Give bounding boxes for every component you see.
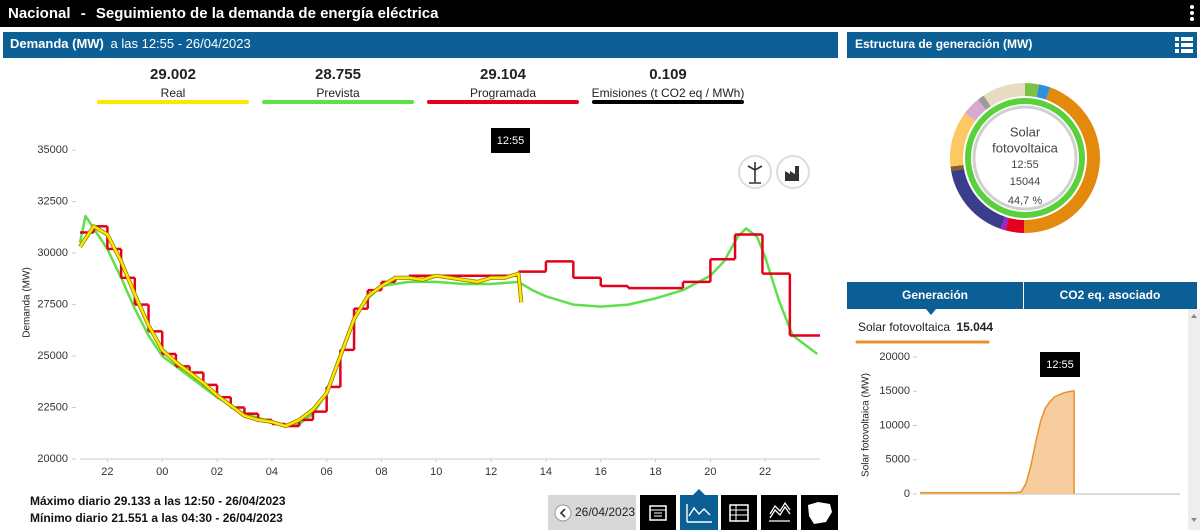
title: Demanda (MW) xyxy=(10,36,104,51)
donut-segment xyxy=(951,168,1006,230)
legend-label: Real xyxy=(161,86,186,100)
y-tick-label: 25000 xyxy=(37,350,68,362)
tooltip-text: 12:55 xyxy=(497,135,525,147)
y-tick-label: 0 xyxy=(904,488,910,500)
x-tick-label: 00 xyxy=(156,466,168,478)
solar-label: Solar fotovoltaica 15.044 xyxy=(858,320,993,334)
y-tick-label: 30000 xyxy=(37,247,68,259)
x-tick-label: 08 xyxy=(375,466,387,478)
series-name: Solar fotovoltaica xyxy=(858,320,950,334)
kpi-value: 29.104 xyxy=(480,66,527,83)
x-tick-label: 16 xyxy=(595,466,607,478)
tab-label[interactable]: Generación xyxy=(902,288,968,302)
separator: - xyxy=(81,5,86,22)
series-current: 15.044 xyxy=(956,320,993,334)
max-text: Máximo diario 29.133 a las 12:50 - 26/04… xyxy=(30,494,286,508)
tab[interactable] xyxy=(847,282,1023,309)
donut-segment xyxy=(1000,216,1009,231)
y-axis-label: Solar fotovoltaica (MW) xyxy=(861,373,872,477)
legend-label: Prevista xyxy=(316,86,360,100)
y-tick-label: 5000 xyxy=(886,454,910,466)
tooltip-text: 12:55 xyxy=(1046,359,1074,371)
renewable-ring xyxy=(965,98,1085,218)
region: Nacional xyxy=(8,5,71,22)
x-tick-label: 02 xyxy=(211,466,223,478)
kpi-label: Emisiones (t CO2 eq / MWh) xyxy=(592,86,745,100)
kpi-value: 28.755 xyxy=(315,66,361,83)
donut-segment xyxy=(983,83,1025,107)
center-share: 44,7 % xyxy=(1008,195,1042,207)
x-tick-label: 20 xyxy=(704,466,716,478)
center-value: 15044 xyxy=(1010,176,1041,188)
x-tick-label: 10 xyxy=(430,466,442,478)
donut-segment xyxy=(1036,84,1051,100)
top-bar xyxy=(0,0,1200,27)
prev-arrow xyxy=(559,508,566,518)
tab-pointer xyxy=(926,309,936,315)
donut-segment xyxy=(1005,217,1025,233)
y-tick-label: 22500 xyxy=(37,401,68,413)
donut-center xyxy=(972,105,1078,211)
x-tick-label: 18 xyxy=(649,466,661,478)
donut-segment xyxy=(964,99,987,121)
tab-label[interactable]: CO2 eq. asociado xyxy=(1060,288,1161,302)
kpi-value: 0.109 xyxy=(649,66,687,83)
panel-header xyxy=(847,32,1197,58)
legend-label: Programada xyxy=(470,86,536,100)
y-tick-label: 20000 xyxy=(37,453,68,465)
area-fill xyxy=(920,390,1075,494)
y-tick-label: 15000 xyxy=(879,385,910,397)
x-tick-label: 06 xyxy=(321,466,333,478)
min-text: Mínimo diario 21.551 a las 04:30 - 26/04… xyxy=(30,511,283,525)
panel-title: Estructura de generación (MW) xyxy=(855,37,1032,51)
donut-segment xyxy=(950,164,964,172)
subtitle: a las 12:55 - 26/04/2023 xyxy=(111,36,251,51)
donut-segment xyxy=(1025,83,1040,98)
prev-button[interactable] xyxy=(554,504,572,522)
tab[interactable] xyxy=(1024,282,1197,309)
x-tick-label: 04 xyxy=(266,466,278,478)
line-outline xyxy=(78,224,524,429)
factory-icon[interactable] xyxy=(776,155,810,189)
line xyxy=(78,214,819,428)
y-tick-label: 10000 xyxy=(879,419,910,431)
scrollbar[interactable] xyxy=(1188,309,1200,530)
view-buttons[interactable] xyxy=(640,489,838,530)
y-tick-label: 27500 xyxy=(37,298,68,310)
list-icon[interactable] xyxy=(1175,37,1193,53)
donut-segment xyxy=(1024,87,1100,234)
y-tick-label: 32500 xyxy=(37,196,68,208)
panel-title: Demanda (MW) a las 12:55 - 26/04/2023 xyxy=(10,36,251,51)
panel-header xyxy=(3,32,838,58)
center-name: Solar xyxy=(1010,124,1041,139)
donut-segment xyxy=(950,113,976,167)
y-tick-label: 20000 xyxy=(879,351,910,363)
menu-dots[interactable] xyxy=(1190,5,1194,21)
x-tick-label: 14 xyxy=(540,466,552,478)
kpi-value: 29.002 xyxy=(150,66,196,83)
y-tick-label: 35000 xyxy=(37,144,68,156)
center-time: 12:55 xyxy=(1011,159,1039,171)
center-name: fotovoltaica xyxy=(992,140,1059,155)
tooltip xyxy=(1040,352,1080,377)
page-title: Nacional - Seguimiento de la demanda de … xyxy=(8,5,439,22)
date: 26/04/2023 xyxy=(575,505,635,519)
title: Seguimiento de la demanda de energía elé… xyxy=(96,5,439,22)
line xyxy=(78,225,523,428)
y-axis-label: Demanda (MW) xyxy=(22,267,33,338)
x-tick-label: 22 xyxy=(101,466,113,478)
x-tick-label: 12 xyxy=(485,466,497,478)
wind-icon[interactable] xyxy=(738,155,772,189)
area-line xyxy=(920,390,1075,495)
donut-segment xyxy=(977,95,991,110)
x-tick-label: 22 xyxy=(759,466,771,478)
tooltip xyxy=(491,128,530,153)
